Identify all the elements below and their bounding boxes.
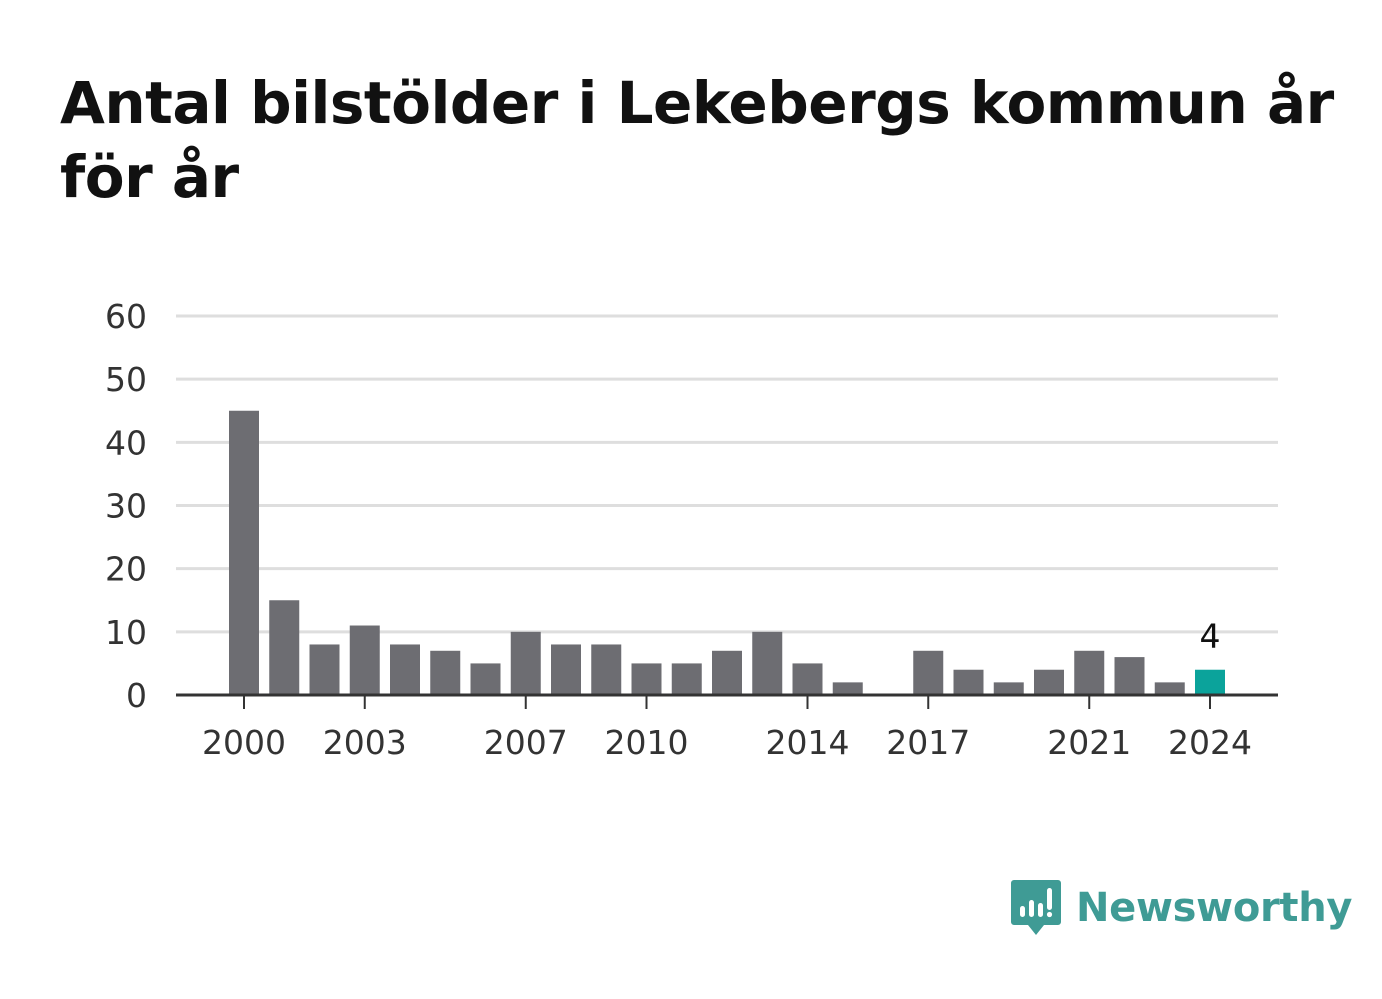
bar-2013 (752, 631, 783, 695)
y-tick-label-20: 20 (105, 550, 147, 589)
bar-2007 (510, 631, 541, 695)
grid-lines (176, 314, 1278, 634)
y-tick-label-30: 30 (105, 487, 147, 526)
bar-2006 (470, 663, 501, 695)
bar-2008 (551, 644, 581, 695)
x-tick-label-2010: 2010 (605, 723, 689, 762)
y-tick-label-0: 0 (126, 676, 147, 715)
bar-2002 (309, 644, 340, 695)
bar-2011 (671, 663, 702, 695)
x-axis-tick-labels: 2000 2003 2007 2010 2014 2017 2021 2024 (202, 723, 1252, 762)
bar-2001 (269, 600, 300, 695)
bar-2015 (832, 682, 863, 695)
chart-title: Antal bilstölder i Lekebergs kommun år f… (60, 69, 1334, 211)
data-label-2024: 4 (1200, 617, 1221, 656)
bar-2009 (591, 644, 622, 695)
bar-2000 (229, 410, 259, 695)
x-tick-label-2014: 2014 (766, 723, 850, 762)
data-labels: 4 (1200, 617, 1221, 656)
bars (229, 410, 1225, 695)
bar-2005 (430, 650, 461, 695)
bar-chart-speech-bubble-icon (1011, 880, 1061, 935)
x-tick-label-2021: 2021 (1047, 723, 1131, 762)
newsworthy-logo: Newsworthy (1010, 878, 1353, 938)
bar-2004 (390, 644, 420, 695)
bar-2022 (1114, 657, 1145, 695)
y-tick-label-10: 10 (105, 613, 147, 652)
bar-2003 (349, 625, 380, 695)
bar-2023 (1154, 682, 1185, 695)
y-tick-label-50: 50 (105, 360, 147, 399)
bar-2010 (631, 663, 662, 695)
x-axis (176, 693, 1278, 709)
bar-2024 (1195, 669, 1225, 695)
bar-2017 (913, 650, 944, 695)
bar-2020 (1034, 669, 1064, 695)
x-tick-label-2007: 2007 (484, 723, 568, 762)
bar-2018 (953, 669, 984, 695)
x-tick-label-2003: 2003 (323, 723, 407, 762)
x-tick-label-2024: 2024 (1168, 723, 1252, 762)
y-tick-label-60: 60 (105, 297, 147, 336)
bar-2014 (792, 663, 823, 695)
brand-name: Newsworthy (1076, 885, 1353, 931)
y-tick-label-40: 40 (105, 423, 147, 462)
x-tick-label-2000: 2000 (202, 723, 286, 762)
y-axis-tick-labels: 0 10 20 30 40 50 60 (105, 297, 147, 715)
bar-2021 (1074, 650, 1105, 695)
bar-2019 (993, 682, 1024, 695)
x-tick-label-2017: 2017 (886, 723, 970, 762)
bar-2012 (712, 650, 742, 695)
